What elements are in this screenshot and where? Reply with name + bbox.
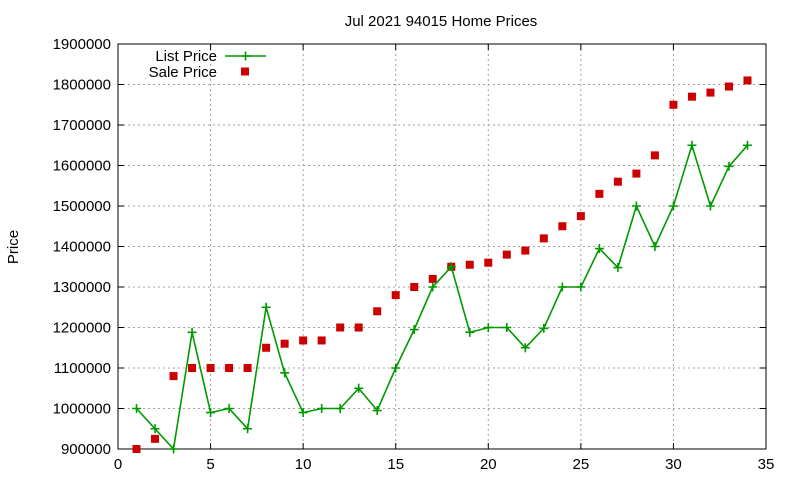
sale-price-point [336,323,345,332]
sale-price-point [151,434,160,443]
list-price-point [261,302,271,312]
chart-title: Jul 2021 94015 Home Prices [345,13,538,30]
sale-price-point [576,212,585,221]
y-tick-label: 1400000 [53,239,111,256]
legend-swatch-list-price-marker [241,51,250,61]
sale-price-point [428,274,437,283]
list-price-point [650,242,660,251]
sale-price-point [317,336,326,345]
y-tick-label: 1800000 [53,77,111,94]
list-price-point [206,408,216,418]
list-price-point [613,263,623,273]
series-layer [132,76,752,454]
list-price-point [317,404,327,413]
list-price-point [169,444,179,454]
sale-price-point [188,364,197,372]
list-price-point [354,383,364,393]
sale-price-point [243,364,252,372]
list-price-point [150,424,160,434]
list-price-point [187,327,197,337]
list-price-point [372,406,382,416]
list-price-point [668,201,678,211]
axis-ticks: 900000 1000000 1100000 1200000 1300000 140000… [53,36,775,473]
sale-price-point [262,343,271,352]
y-tick-label: 1600000 [53,158,111,175]
sale-price-point [724,82,733,91]
sale-price-point [206,364,215,372]
sale-price-point [743,76,752,85]
legend-label-list-price: List Price [155,48,217,65]
list-price-point [446,262,456,272]
x-tick-label: 30 [665,456,682,473]
y-tick-label: 900000 [61,441,111,458]
y-tick-label: 1500000 [53,198,111,215]
list-price-point [391,363,401,373]
x-tick-label: 35 [758,456,775,473]
x-tick-label: 0 [114,456,122,473]
sale-price-point [225,364,234,372]
x-tick-label: 25 [573,456,590,473]
list-price-line [135,142,749,451]
sale-price-point [706,88,715,97]
sale-price-point [650,151,659,160]
y-tick-label: 1000000 [53,401,111,418]
list-price-point [724,161,734,171]
legend-swatch-sale-price-marker [241,67,249,76]
grid-lines [118,44,766,449]
list-price-point [557,282,567,292]
legend-label-sale-price: Sale Price [149,64,217,81]
list-price-point [520,343,530,353]
sale-price-point [410,283,419,291]
list-price-point [742,140,752,150]
list-price-point [243,424,253,434]
sale-price-point [373,307,382,316]
sale-price-point [595,189,604,198]
list-price-point [132,404,142,413]
sale-price-point [465,260,474,269]
sale-price-point [669,100,678,109]
x-tick-label: 15 [387,456,404,473]
list-price-point [280,368,290,378]
sale-price-point [632,169,641,178]
y-tick-label: 1300000 [53,279,111,296]
x-tick-label: 10 [295,456,312,473]
list-price-point [502,323,512,332]
list-price-point [576,282,586,292]
sale-price-point [558,222,567,231]
sale-price-point [613,177,622,186]
list-price-point [409,325,419,335]
x-tick-label: 5 [206,456,214,473]
y-axis-label: Price [5,230,22,264]
sale-price-point [299,336,308,345]
sale-price-point [169,372,178,381]
sale-price-point [687,92,696,101]
sale-price-point [484,258,493,267]
list-price-point [224,404,234,413]
sale-price-point [391,291,400,300]
sale-price-point [280,339,289,348]
sale-price-point [132,445,141,453]
list-price-point [483,323,493,332]
x-tick-label: 20 [480,456,497,473]
list-price-point [428,282,438,292]
sale-price-point [521,246,530,255]
y-tick-label: 1200000 [53,320,111,337]
list-price-point [631,201,641,211]
list-price-point [687,140,697,150]
y-tick-label: 1700000 [53,117,111,134]
list-price-point [335,404,345,413]
y-tick-label: 1900000 [53,36,111,53]
list-price-point [298,408,308,418]
list-price-point [705,201,715,211]
y-tick-label: 1100000 [54,360,111,377]
list-price-point [594,244,604,254]
list-price-point [465,327,475,337]
sale-price-point [354,323,363,332]
sale-price-point [539,234,548,243]
legend: List Price Sale Price [149,48,266,81]
list-price-point [539,323,549,333]
sale-price-point [502,250,511,259]
